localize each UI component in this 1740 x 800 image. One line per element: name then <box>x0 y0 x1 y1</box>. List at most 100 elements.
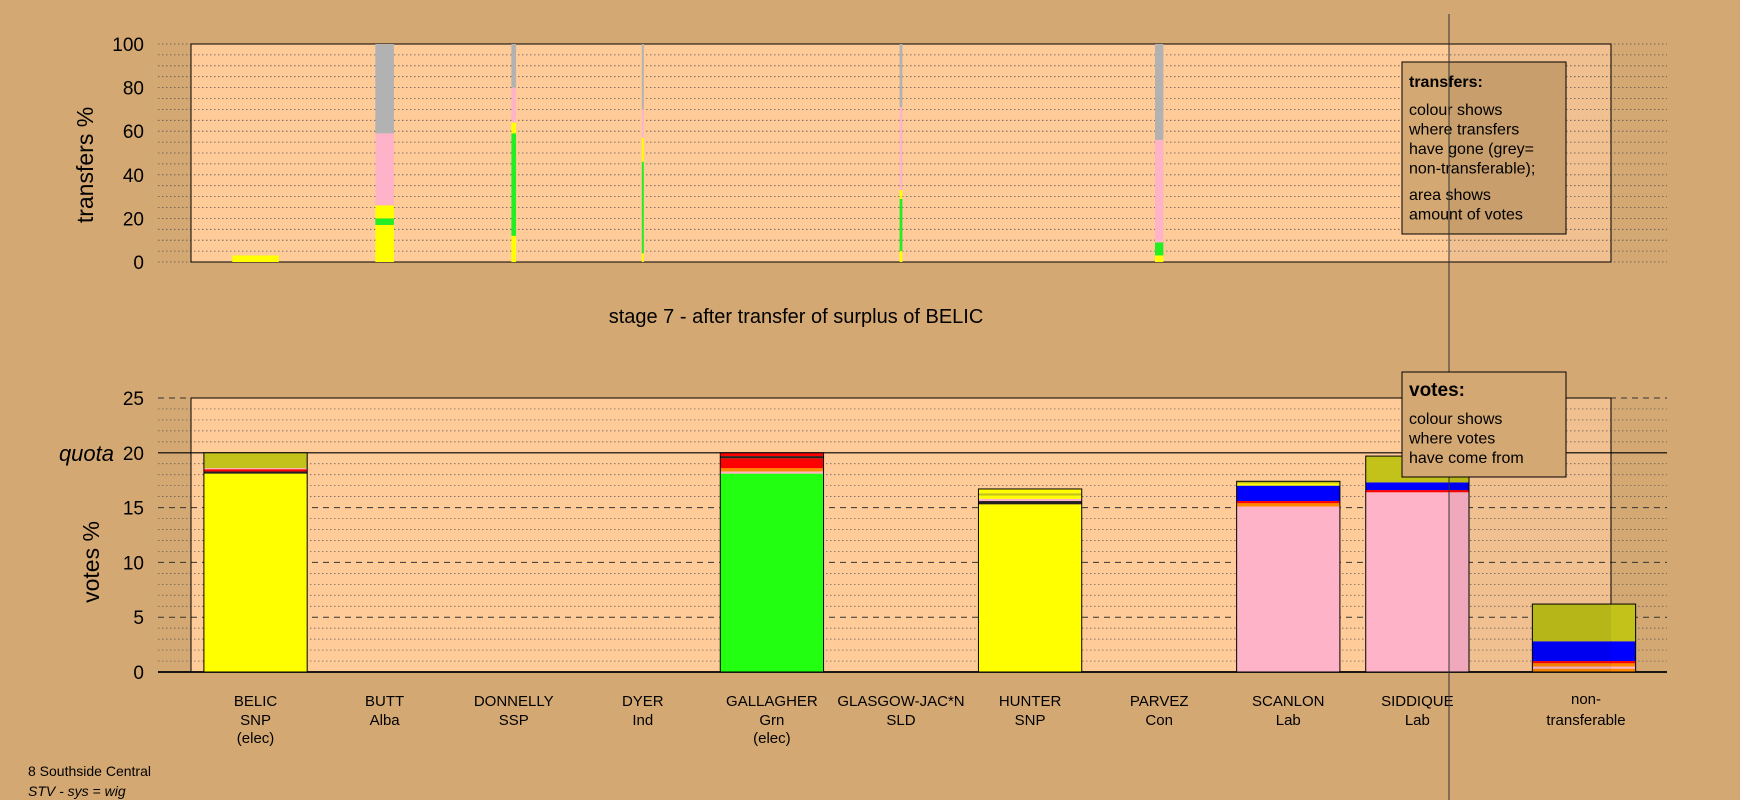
candidate-party-label: Con <box>1145 712 1173 729</box>
votes-legend-box <box>1401 371 1567 478</box>
candidate-party-label: Lab <box>1405 712 1430 729</box>
transfer-segment <box>375 218 394 225</box>
vote-segment <box>1365 482 1469 491</box>
candidate-party-label: Lab <box>1276 712 1301 729</box>
transfers-legend-text: non-transferable); <box>1409 161 1535 178</box>
vote-segment <box>720 456 824 459</box>
candidate-name-label: DYER <box>622 693 664 710</box>
vote-segment <box>1236 501 1340 504</box>
transfers-legend-text: amount of votes <box>1409 207 1523 224</box>
transfer-segment <box>899 44 903 108</box>
transfer-segment <box>375 205 394 219</box>
candidate-party-label: SLD <box>886 712 915 729</box>
vote-segment <box>1365 492 1469 672</box>
nontransferable-bar-outline <box>1531 603 1637 673</box>
quota-label: quota <box>59 441 114 466</box>
candidate-name-label: GLASGOW-JAC*N <box>837 693 964 710</box>
vote-segment <box>1236 506 1340 672</box>
candidate-party-label: Alba <box>370 712 401 729</box>
nontransferable-segment <box>1532 604 1636 642</box>
vote-bar-outline <box>977 488 1083 673</box>
transfer-segment <box>511 122 517 134</box>
nontransferable-shade-top <box>1449 44 1611 262</box>
vote-segment <box>1236 485 1340 502</box>
nontransferable-label: transferable <box>1546 712 1625 729</box>
candidate-name-label: BUTT <box>365 693 404 710</box>
votes-y-tick-label: 10 <box>123 553 144 574</box>
votes-y-axis-label: votes % <box>78 521 104 603</box>
transfer-segment <box>641 253 644 262</box>
vote-segment <box>978 504 1082 672</box>
candidate-name-label: PARVEZ <box>1130 693 1189 710</box>
transfer-segment <box>1154 139 1164 243</box>
transfer-segment <box>375 44 394 134</box>
transfers-legend-box <box>1401 61 1567 235</box>
vote-segment <box>1236 483 1340 486</box>
vote-bar-outline <box>719 452 825 673</box>
transfer-segment <box>899 251 903 262</box>
ward-name: 8 Southside Central <box>28 763 151 779</box>
system-label: STV - sys = wig <box>28 783 126 799</box>
vote-segment <box>203 469 308 472</box>
transfers-y-tick-label: 0 <box>133 253 144 274</box>
candidate-name-label: BELIC <box>234 693 278 710</box>
nontransferable-segment <box>1532 661 1636 664</box>
votes-y-tick-label: 5 <box>133 608 144 629</box>
vote-segment <box>203 468 308 470</box>
transfer-segment <box>899 190 903 199</box>
votes-y-tick-label: 20 <box>123 444 144 465</box>
candidate-name-label: DONNELLY <box>474 693 554 710</box>
transfer-segment <box>1154 44 1164 140</box>
vote-segment <box>203 471 308 474</box>
transfer-segment <box>232 255 279 262</box>
candidate-name-label: HUNTER <box>999 693 1062 710</box>
transfer-segment <box>899 107 903 191</box>
transfer-segment <box>511 44 517 88</box>
votes-y-tick-label: 0 <box>133 663 144 684</box>
candidate-party-label: SNP <box>240 712 271 729</box>
transfers-legend-title: transfers: <box>1409 74 1483 91</box>
votes-legend-text: have come from <box>1409 450 1524 467</box>
transfers-y-tick-label: 80 <box>123 79 144 100</box>
vote-bar-outline <box>203 452 308 673</box>
transfer-segment <box>641 44 644 110</box>
vote-segment <box>978 495 1082 499</box>
candidate-party-label: SNP <box>1015 712 1046 729</box>
transfer-segment <box>511 235 517 262</box>
votes-legend-text: where votes <box>1408 431 1495 448</box>
nontransferable-segment <box>1532 666 1636 669</box>
transfer-segment <box>511 133 517 236</box>
nontransferable-segment <box>1532 663 1636 667</box>
stage-title: stage 7 - after transfer of surplus of B… <box>609 306 984 328</box>
votes-legend-text: colour shows <box>1409 411 1502 428</box>
transfers-y-axis-label: transfers % <box>72 107 98 223</box>
candidate-name-label: GALLAGHER <box>726 693 818 710</box>
vote-segment <box>720 458 824 469</box>
vote-segment <box>720 471 824 474</box>
candidate-status-label: (elec) <box>753 730 791 747</box>
candidate-party-label: Grn <box>759 712 784 729</box>
transfers-y-tick-label: 60 <box>123 122 144 143</box>
vote-segment <box>978 493 1082 496</box>
transfer-segment <box>375 224 394 262</box>
candidate-status-label: (elec) <box>237 730 275 747</box>
vote-segment <box>720 452 824 457</box>
vote-segment <box>978 501 1082 505</box>
vote-segment <box>1236 481 1340 484</box>
transfer-segment <box>899 198 903 252</box>
transfers-legend-text: where transfers <box>1408 122 1519 139</box>
transfers-y-tick-label: 40 <box>123 166 144 187</box>
transfers-legend-text: colour shows <box>1409 102 1502 119</box>
candidate-party-label: Ind <box>632 712 653 729</box>
vote-segment <box>720 473 824 672</box>
transfer-segment <box>375 133 394 206</box>
transfer-segment <box>511 87 517 123</box>
transfer-segment <box>641 137 644 162</box>
candidate-name-label: SCANLON <box>1252 693 1325 710</box>
vote-segment <box>720 468 824 472</box>
nontransferable-segment <box>1532 668 1636 672</box>
vote-bar-outline <box>1236 480 1341 673</box>
transfers-y-tick-label: 20 <box>123 209 144 230</box>
candidate-party-label: SSP <box>499 712 529 729</box>
